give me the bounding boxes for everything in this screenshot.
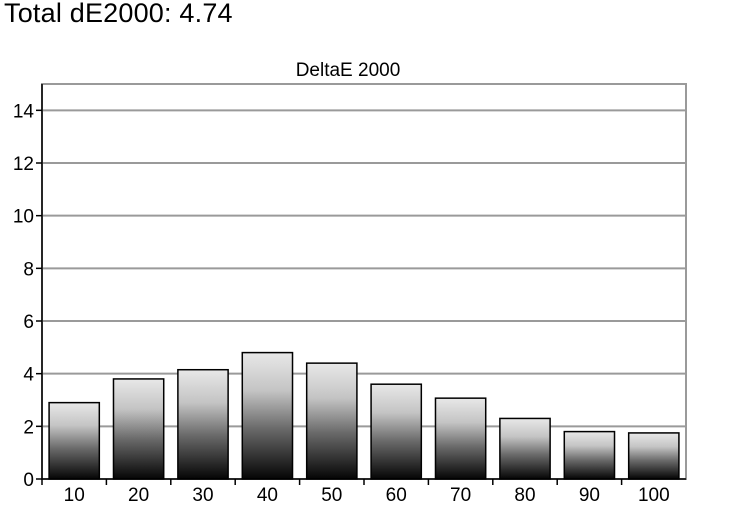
y-tick-label: 6 [23, 312, 34, 333]
x-tick-label: 10 [64, 485, 85, 506]
x-tick-label: 50 [321, 485, 342, 506]
x-tick-label: 80 [514, 485, 535, 506]
tick-labels: 0 2 4 6 8 10 12 14 10 20 30 40 50 60 70 80 90 100 [13, 101, 670, 506]
x-tick-label: 100 [638, 485, 670, 506]
bar-50 [305, 362, 358, 480]
chart-title: DeltaE 2000 [296, 60, 401, 81]
bar-70 [434, 397, 487, 480]
y-tick-label: 8 [23, 259, 34, 280]
y-tick-label: 4 [23, 365, 34, 386]
bar-20 [112, 378, 165, 480]
x-tick-label: 30 [192, 485, 213, 506]
bar-80 [499, 417, 551, 480]
bar-60 [370, 383, 423, 480]
bar-100 [627, 432, 680, 480]
bar-10 [48, 401, 101, 480]
bar-30 [177, 368, 229, 480]
bar-90 [563, 430, 616, 480]
x-tick-label: 40 [257, 485, 278, 506]
y-tick-label: 0 [23, 470, 34, 491]
x-tick-label: 90 [579, 485, 600, 506]
axes [36, 84, 686, 485]
page-title: Total dE2000: 4.74 [4, 0, 233, 28]
y-tick-label: 14 [13, 101, 35, 122]
x-tick-label: 60 [386, 485, 407, 506]
y-tick-label: 2 [23, 417, 34, 438]
x-tick-label: 20 [128, 485, 149, 506]
y-tick-label: 12 [13, 154, 34, 175]
y-tick-label: 10 [13, 207, 34, 228]
bar-40 [241, 351, 294, 480]
x-tick-label: 70 [450, 485, 471, 506]
bars [48, 351, 680, 480]
